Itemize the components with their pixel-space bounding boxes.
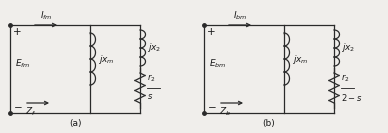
Text: $-$: $-$: [13, 101, 23, 111]
Text: $jx_2$: $jx_2$: [341, 41, 355, 55]
Text: $-$: $-$: [207, 101, 217, 111]
Text: +: +: [13, 27, 22, 37]
Text: $E_{fm}$: $E_{fm}$: [15, 58, 31, 70]
Text: $r_2$: $r_2$: [341, 72, 350, 84]
Text: $I_{fm}$: $I_{fm}$: [40, 9, 52, 22]
Text: (a): (a): [69, 119, 81, 128]
Text: $2-s$: $2-s$: [341, 92, 363, 103]
Text: $Z_f$: $Z_f$: [25, 105, 36, 117]
Text: $E_{bm}$: $E_{bm}$: [209, 58, 227, 70]
Text: $jx_2$: $jx_2$: [147, 41, 161, 55]
Text: $s$: $s$: [147, 92, 153, 101]
Text: $jx_m$: $jx_m$: [98, 53, 114, 65]
Text: $I_{bm}$: $I_{bm}$: [233, 9, 247, 22]
Text: $Z_b$: $Z_b$: [219, 105, 231, 117]
Text: (b): (b): [263, 119, 275, 128]
Text: +: +: [207, 27, 216, 37]
Text: $jx_m$: $jx_m$: [292, 53, 308, 65]
Text: $r_2$: $r_2$: [147, 72, 156, 84]
